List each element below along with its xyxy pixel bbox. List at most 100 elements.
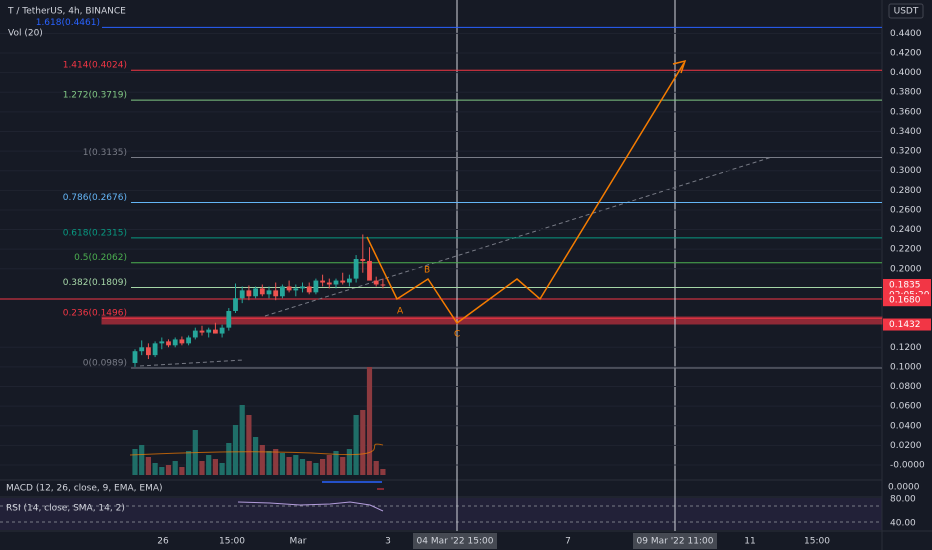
candle-body <box>213 329 218 334</box>
candle-body <box>353 258 359 279</box>
volume-bar <box>232 425 239 475</box>
volume-bar <box>199 461 205 475</box>
price-tick-label: 0.4400 <box>890 29 922 39</box>
candle-body <box>152 343 158 356</box>
candle-body <box>326 282 332 285</box>
candle-body <box>246 290 252 297</box>
time-label: 09 Mar '22 11:00 <box>637 537 714 547</box>
volume-bar <box>172 461 178 475</box>
volume-bar <box>186 451 192 475</box>
volume-bar <box>206 455 212 475</box>
candle-body <box>293 288 299 291</box>
price-tick-label: 0.2400 <box>890 225 922 235</box>
candle-body <box>313 280 319 293</box>
time-label: 15:00 <box>219 537 245 547</box>
price-tick-label: 0.3400 <box>890 127 922 137</box>
fib-label: 1(0.3135) <box>83 148 127 158</box>
candle-body <box>340 280 346 283</box>
volume-bar <box>159 467 165 475</box>
volume-bar <box>152 463 158 475</box>
fib-label: 1.414(0.4024) <box>63 61 127 71</box>
candle-body <box>360 258 366 261</box>
fib-label: 0.236(0.1496) <box>63 309 127 319</box>
volume-label: Vol (20) <box>8 29 43 39</box>
price-tick-label: 0.3000 <box>890 166 922 176</box>
volume-bar <box>273 449 279 475</box>
candle-body <box>192 330 198 338</box>
time-label: Mar <box>290 537 307 547</box>
time-label: 04 Mar '22 15:00 <box>417 537 494 547</box>
volume-bar <box>333 451 339 475</box>
time-label: 15:00 <box>804 537 830 547</box>
price-tick-label: 0.2800 <box>890 186 922 196</box>
price-tag-label: 0.1680 <box>889 296 921 306</box>
volume-bar <box>165 465 172 475</box>
volume-bar <box>259 445 265 475</box>
candle-body <box>226 310 232 328</box>
volume-bar <box>306 461 312 475</box>
rsi-band <box>0 498 882 530</box>
support-zone <box>101 316 883 325</box>
candle-body <box>320 280 325 283</box>
trend-line <box>139 359 244 367</box>
volume-bar <box>226 443 232 475</box>
currency: USDT <box>894 7 919 17</box>
candle-body <box>132 351 138 363</box>
candle-body <box>219 327 225 334</box>
candle-body <box>166 341 171 346</box>
rsi-tick: 40.00 <box>890 519 916 529</box>
fib-label: 1.272(0.3719) <box>63 91 127 101</box>
price-tick-label: 0.1000 <box>890 362 922 372</box>
candle-body <box>306 286 312 293</box>
macd-label: MACD (12, 26, close, 9, EMA, EMA) <box>6 484 163 494</box>
volume-bar <box>293 455 299 475</box>
wave-label: A <box>397 307 404 317</box>
volume-bar <box>212 459 218 475</box>
rsi-curve <box>237 501 384 512</box>
time-label: 3 <box>385 537 391 547</box>
price-tick-label: 0.4200 <box>890 48 922 58</box>
volume-bar <box>373 461 379 475</box>
candle-body <box>367 260 372 281</box>
price-tick-label: 0.3200 <box>890 147 922 157</box>
volume-bar <box>132 449 138 475</box>
candle-body <box>259 288 265 295</box>
fib-label: 0.382(0.1809) <box>63 278 127 288</box>
candle-body <box>280 286 285 297</box>
time-highlight <box>633 533 717 549</box>
fib-label: 0.5(0.2062) <box>74 253 127 263</box>
price-tick-label: 0.0400 <box>890 421 922 431</box>
volume-bar <box>346 449 352 475</box>
price-tag <box>883 294 931 307</box>
time-label: 7 <box>565 537 571 547</box>
volume-bar <box>246 415 252 475</box>
candle-body <box>373 280 379 285</box>
price-tick-label: 0.0600 <box>890 402 922 412</box>
price-tick-label: 0.4000 <box>890 68 922 78</box>
volume-bar <box>253 437 259 475</box>
price-tick-label: 0.2200 <box>890 245 922 255</box>
fib-label: 1.618(0.4461) <box>36 18 100 28</box>
candle-body <box>139 347 145 352</box>
time-label: 26 <box>157 537 169 547</box>
volume-bar <box>239 405 245 475</box>
arrow-head <box>672 59 687 74</box>
trend-line <box>264 156 773 317</box>
projection-path <box>366 62 685 325</box>
price-tag-label: 0.1432 <box>889 320 921 330</box>
candle-body <box>179 339 185 344</box>
volume-ma <box>129 443 384 456</box>
volume-bar <box>266 451 272 475</box>
fib-label: 0.786(0.2676) <box>63 193 127 203</box>
candle-body <box>333 280 339 285</box>
volume-bar <box>219 463 225 475</box>
candle-body <box>266 290 272 295</box>
candle-body <box>239 290 245 299</box>
price-tick-label: 0.2000 <box>890 264 922 274</box>
price-tick-label: 0.3800 <box>890 88 922 98</box>
macd-tick: 0.0000 <box>888 483 920 493</box>
volume-bar <box>320 459 326 475</box>
candle-body <box>300 286 305 289</box>
